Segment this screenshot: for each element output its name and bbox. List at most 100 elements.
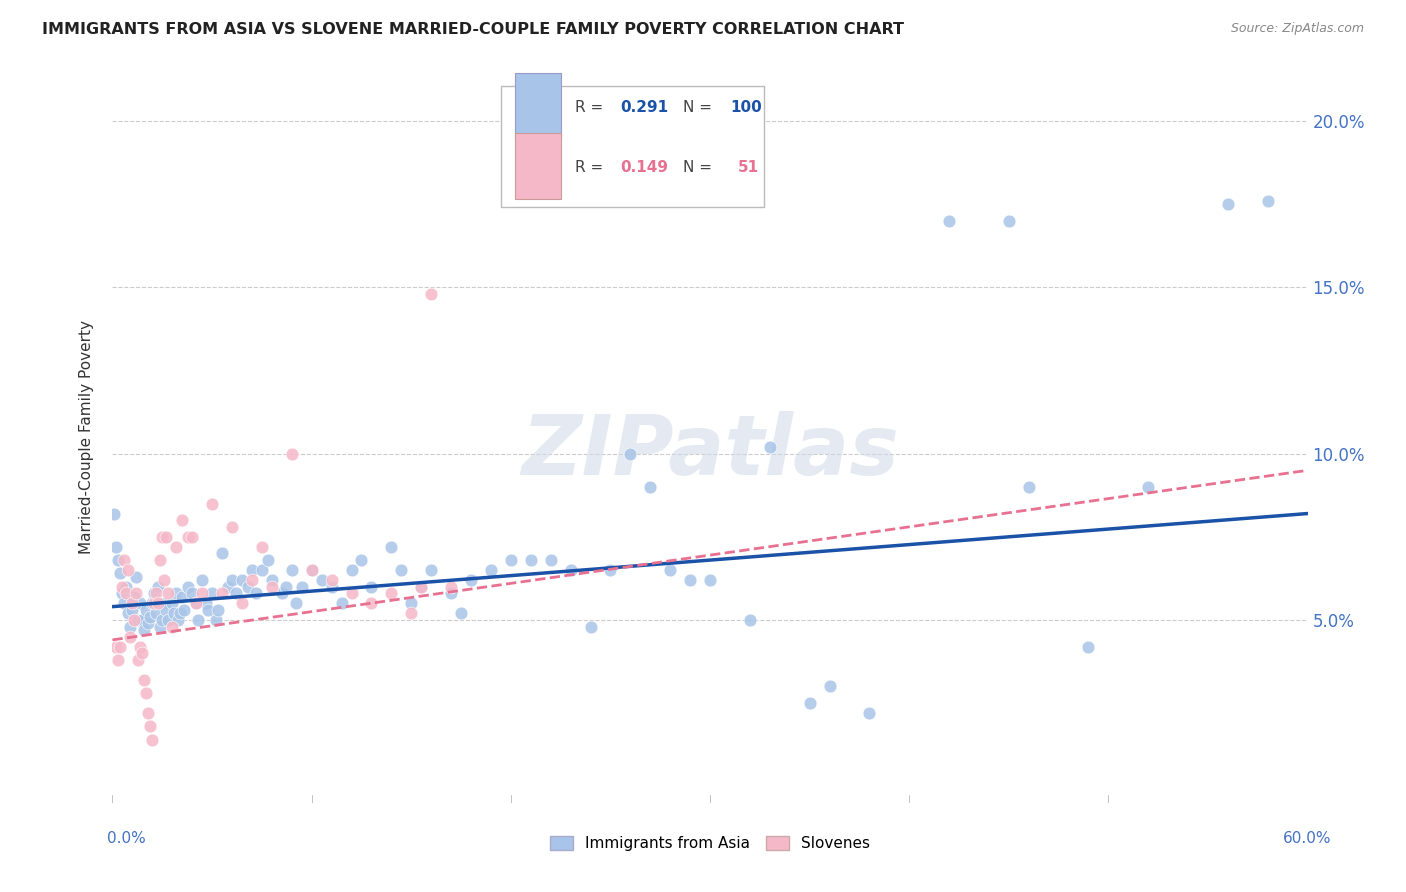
Point xyxy=(321,580,343,594)
Point xyxy=(134,673,156,687)
Point xyxy=(759,440,782,454)
Point xyxy=(291,580,314,594)
Point xyxy=(124,590,146,604)
Point xyxy=(236,580,259,594)
Point xyxy=(411,580,433,594)
Point xyxy=(121,596,143,610)
Point xyxy=(177,580,200,594)
Point xyxy=(181,530,204,544)
Point xyxy=(169,607,191,621)
Point xyxy=(250,540,273,554)
Text: 0.291: 0.291 xyxy=(620,100,668,115)
Text: IMMIGRANTS FROM ASIA VS SLOVENE MARRIED-COUPLE FAMILY POVERTY CORRELATION CHART: IMMIGRANTS FROM ASIA VS SLOVENE MARRIED-… xyxy=(42,22,904,37)
Point xyxy=(679,573,702,587)
Point xyxy=(138,706,160,720)
Text: R =: R = xyxy=(575,161,609,176)
Text: 0.0%: 0.0% xyxy=(107,831,146,846)
Text: 0.149: 0.149 xyxy=(620,161,668,176)
Point xyxy=(938,214,960,228)
Point xyxy=(167,613,190,627)
Point xyxy=(460,573,482,587)
Point xyxy=(201,586,224,600)
Point xyxy=(131,646,153,660)
Point xyxy=(163,607,186,621)
Point xyxy=(114,553,135,567)
Point xyxy=(107,653,129,667)
Point xyxy=(221,520,243,534)
Point xyxy=(1216,197,1239,211)
Point xyxy=(599,563,621,577)
Point xyxy=(191,586,214,600)
Point xyxy=(420,287,443,301)
Point xyxy=(165,540,187,554)
Point xyxy=(150,530,173,544)
Point xyxy=(217,580,239,594)
Point xyxy=(240,563,263,577)
Point xyxy=(135,686,157,700)
Point xyxy=(107,553,129,567)
Point xyxy=(240,573,263,587)
Point xyxy=(134,623,156,637)
Point xyxy=(191,573,214,587)
Bar xyxy=(515,134,561,199)
Point xyxy=(145,586,167,600)
Text: 60.0%: 60.0% xyxy=(1284,831,1331,846)
Point xyxy=(211,546,233,560)
Point xyxy=(177,530,200,544)
Legend: Immigrants from Asia, Slovenes: Immigrants from Asia, Slovenes xyxy=(544,830,876,857)
Text: R =: R = xyxy=(575,100,609,115)
Point xyxy=(149,553,172,567)
Point xyxy=(148,580,170,594)
Point xyxy=(250,563,273,577)
Point xyxy=(301,563,323,577)
Point xyxy=(127,613,149,627)
Point xyxy=(380,586,402,600)
Point xyxy=(301,563,323,577)
Point xyxy=(270,586,292,600)
Point xyxy=(1077,640,1099,654)
Point xyxy=(157,613,180,627)
Point xyxy=(440,580,463,594)
Point xyxy=(105,640,128,654)
Point xyxy=(138,616,160,631)
Point xyxy=(172,513,194,527)
Point xyxy=(579,619,602,633)
Point xyxy=(111,586,134,600)
Point xyxy=(520,553,543,567)
Point xyxy=(401,596,423,610)
Point xyxy=(153,596,176,610)
Point xyxy=(173,603,195,617)
Point xyxy=(330,596,353,610)
Point xyxy=(125,586,148,600)
Point xyxy=(172,590,194,604)
Point xyxy=(162,619,183,633)
Point xyxy=(450,607,472,621)
Point xyxy=(139,719,162,733)
Text: N =: N = xyxy=(682,161,721,176)
Point xyxy=(245,586,267,600)
Point xyxy=(340,563,363,577)
Point xyxy=(129,640,152,654)
Point xyxy=(380,540,402,554)
Point xyxy=(111,580,134,594)
Point xyxy=(640,480,662,494)
Point xyxy=(560,563,582,577)
Point xyxy=(225,586,247,600)
Point xyxy=(1137,480,1160,494)
Point xyxy=(818,680,841,694)
Point xyxy=(284,596,307,610)
Point xyxy=(201,497,224,511)
Point xyxy=(114,596,135,610)
Point xyxy=(127,653,149,667)
Point xyxy=(129,596,152,610)
Point xyxy=(149,619,172,633)
Point xyxy=(699,573,721,587)
Point xyxy=(260,580,283,594)
Point xyxy=(420,563,443,577)
Point xyxy=(139,609,162,624)
Point xyxy=(257,553,280,567)
Y-axis label: Married-Couple Family Poverty: Married-Couple Family Poverty xyxy=(79,320,94,554)
Point xyxy=(1018,480,1040,494)
Point xyxy=(360,596,382,610)
Point xyxy=(143,586,166,600)
